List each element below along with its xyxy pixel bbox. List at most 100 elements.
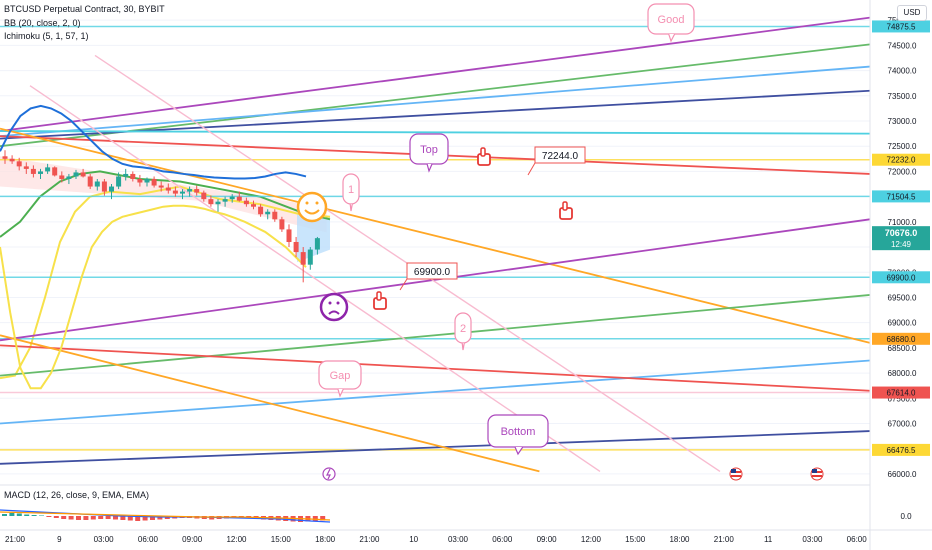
candle-body[interactable] xyxy=(101,181,107,192)
candle-body[interactable] xyxy=(165,187,171,191)
candle-body[interactable] xyxy=(201,192,207,200)
candle-body[interactable] xyxy=(144,178,150,183)
price-label-badge[interactable] xyxy=(872,332,930,345)
candle-body[interactable] xyxy=(243,200,249,205)
candle-body[interactable] xyxy=(314,238,320,250)
happy-face-icon[interactable] xyxy=(296,191,328,223)
candle-body[interactable] xyxy=(87,176,93,187)
candle-body[interactable] xyxy=(272,211,278,220)
price-note-69900[interactable]: 69900.0 xyxy=(399,262,458,291)
callout-good[interactable]: Good xyxy=(647,3,695,43)
candle-body[interactable] xyxy=(229,196,235,200)
candle-body[interactable] xyxy=(265,211,271,215)
us-flag-icon[interactable] xyxy=(810,467,824,481)
sad-face-icon[interactable] xyxy=(319,292,349,322)
candle-body[interactable] xyxy=(293,242,299,253)
candle-body[interactable] xyxy=(80,172,86,177)
trend-line[interactable] xyxy=(0,359,871,425)
candle-body[interactable] xyxy=(9,158,15,162)
candle-body[interactable] xyxy=(137,178,143,183)
candle-body[interactable] xyxy=(172,190,178,194)
macd-histogram-bar xyxy=(90,516,96,520)
currency-button[interactable]: USD xyxy=(897,5,927,21)
us-flag-icon[interactable] xyxy=(729,467,743,481)
candle-body[interactable] xyxy=(66,176,72,179)
price-label-text: 69900.0 xyxy=(887,273,916,282)
macd-legend[interactable]: MACD (12, 26, close, 9, EMA, EMA) xyxy=(4,490,150,500)
lightning-icon[interactable] xyxy=(322,467,336,481)
candle-body[interactable] xyxy=(116,176,122,187)
candle-body[interactable] xyxy=(215,201,221,205)
candles[interactable] xyxy=(2,150,320,283)
macd-histogram-bar xyxy=(157,516,163,520)
trend-line[interactable] xyxy=(0,130,871,135)
candle-body[interactable] xyxy=(307,249,313,265)
hand-pointer-icon[interactable] xyxy=(477,147,491,166)
candle-body[interactable] xyxy=(187,189,193,192)
callout-bottom[interactable]: Bottom xyxy=(487,414,549,456)
candle-body[interactable] xyxy=(30,168,36,174)
candle-body[interactable] xyxy=(258,206,264,215)
time-axis[interactable]: 21:00 9 03:00 06:00 09:00 12:00 15:00 18:00 21:0… xyxy=(0,529,932,544)
candle-body[interactable] xyxy=(23,166,29,169)
price-label-badge[interactable] xyxy=(872,20,930,33)
callout-2[interactable]: 2 xyxy=(454,312,472,351)
trend-line[interactable] xyxy=(0,16,871,132)
trend-line[interactable] xyxy=(0,65,871,138)
callout-bottom-text: Bottom xyxy=(501,426,536,438)
annotations[interactable]: Good Top Bottom Gap 1 2 72244.0 69900.0 xyxy=(296,3,824,481)
candle-body[interactable] xyxy=(180,191,185,194)
candle-body[interactable] xyxy=(52,167,58,176)
price-label-badge[interactable] xyxy=(872,443,930,456)
trend-line[interactable] xyxy=(0,218,871,342)
candle-body[interactable] xyxy=(236,196,242,201)
symbol-legend[interactable]: BTCUSD Perpetual Contract, 30, BYBIT xyxy=(4,4,165,14)
callout-top[interactable]: Top xyxy=(409,133,449,173)
price-note-69900-box[interactable] xyxy=(406,262,458,280)
trend-line[interactable] xyxy=(0,344,871,392)
candle-body[interactable] xyxy=(158,185,164,188)
trend-line[interactable] xyxy=(0,43,871,148)
price-axis[interactable]: 75000.074500.074000.073500.073000.072500… xyxy=(869,0,930,550)
candle-body[interactable] xyxy=(130,173,136,179)
candle-body[interactable] xyxy=(73,172,79,177)
candle-body[interactable] xyxy=(45,167,51,172)
flag-canton xyxy=(731,469,736,473)
channel-line-lower[interactable] xyxy=(29,85,601,472)
price-note-72244-box[interactable] xyxy=(534,146,586,164)
price-note-72244[interactable]: 72244.0 xyxy=(527,146,586,176)
price-label-badge[interactable] xyxy=(872,271,930,284)
candle-body[interactable] xyxy=(286,229,292,242)
trend-line[interactable] xyxy=(0,334,540,473)
candle-body[interactable] xyxy=(208,199,214,205)
candle-body[interactable] xyxy=(279,219,285,230)
trend-line[interactable] xyxy=(0,430,871,465)
candle-body[interactable] xyxy=(300,252,306,265)
candle-body[interactable] xyxy=(194,189,200,193)
current-price-badge[interactable] xyxy=(872,226,930,251)
price-tick-label: 73500.0 xyxy=(888,92,917,101)
candle-body[interactable] xyxy=(151,178,157,186)
price-label-badge[interactable] xyxy=(872,153,930,166)
hand-pointer-icon[interactable] xyxy=(559,201,573,220)
price-label-badge[interactable] xyxy=(872,386,930,399)
callout-gap[interactable]: Gap xyxy=(318,360,362,398)
hand-pointer-finger xyxy=(562,201,568,211)
candle-body[interactable] xyxy=(38,171,43,174)
price-label-badge[interactable] xyxy=(872,190,930,203)
candle-body[interactable] xyxy=(109,186,114,192)
price-tick-label: 68000.0 xyxy=(888,369,917,378)
bb-legend[interactable]: BB (20, close, 2, 0) xyxy=(4,18,81,28)
hand-pointer-icon[interactable] xyxy=(373,291,387,310)
candle-body[interactable] xyxy=(123,173,129,177)
callout-1[interactable]: 1 xyxy=(342,173,360,212)
candle-body[interactable] xyxy=(59,175,65,179)
candle-body[interactable] xyxy=(222,199,228,202)
ichimoku-legend[interactable]: Ichimoku (5, 1, 57, 1) xyxy=(4,31,89,41)
trend-line[interactable] xyxy=(0,294,871,377)
candle-body[interactable] xyxy=(251,204,256,207)
candle-body[interactable] xyxy=(2,156,8,159)
candle-body[interactable] xyxy=(16,161,22,167)
candle-body[interactable] xyxy=(94,181,100,187)
